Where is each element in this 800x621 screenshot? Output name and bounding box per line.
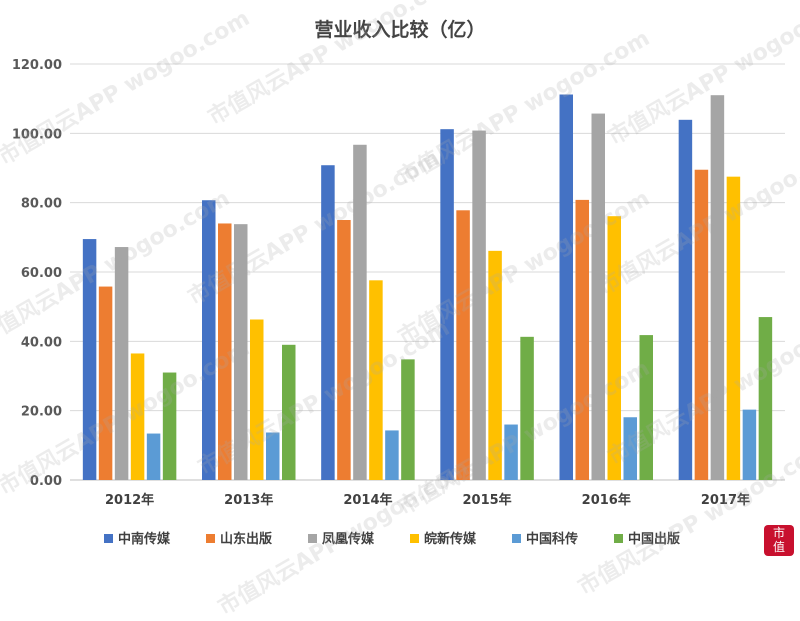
legend-swatch [614,534,623,543]
bar [639,335,653,480]
y-tick-label: 60.00 [21,266,62,281]
legend-swatch [512,534,521,543]
bar [575,199,589,481]
legend-label: 中国科传 [526,531,578,547]
bar [321,165,335,480]
y-tick-label: 0.00 [30,474,62,489]
bar [114,247,129,480]
x-tick-label: 2016年 [582,492,631,508]
bar [710,95,725,480]
bar [218,223,232,480]
bar [130,353,145,480]
y-axis-ticks: 0.00 20.00 40.00 60.00 80.00 100.00 120.00 [12,58,62,489]
bar [678,119,693,481]
x-tick-label: 2012年 [105,492,154,508]
bar [250,319,264,480]
bar [385,430,399,480]
legend-label: 山东出版 [220,531,272,547]
bar [520,336,534,480]
legend: 中南传媒 山东出版 凤凰传媒 皖新传媒 中国科传 中国出版 [104,531,680,547]
bar [266,432,280,480]
gridlines [70,63,785,481]
bars [82,94,773,481]
bar [591,113,605,480]
chart-svg: 营业收入比较（亿） 0.00 20.00 40.00 60.00 80.00 100.00… [12,18,785,547]
x-tick-label: 2013年 [224,492,273,508]
x-tick-label: 2017年 [701,492,750,508]
y-tick-label: 20.00 [21,405,62,420]
brand-seal-icon: 市值 [764,525,794,556]
y-tick-label: 40.00 [21,335,62,350]
bar [401,359,415,480]
y-tick-label: 80.00 [21,197,62,212]
chart-title: 营业收入比较（亿） [314,18,485,41]
y-tick-label: 120.00 [12,58,62,73]
bar [726,176,741,480]
bar [369,280,383,480]
y-tick-label: 100.00 [12,127,62,142]
bar [607,216,621,481]
bar [623,417,637,480]
bar [146,433,161,480]
bar [504,424,518,480]
bar [202,200,216,481]
bar [472,130,486,480]
bar [337,220,351,480]
legend-swatch [206,534,215,543]
bar [742,409,757,480]
x-axis-labels: 2012年 2013年 2014年 2015年 2016年 2017年 [105,492,750,508]
legend-swatch [104,534,113,543]
bar [694,169,709,480]
bar [456,210,470,480]
bar [559,94,573,481]
bar [98,286,113,480]
bar [440,129,454,480]
bar [758,317,773,480]
x-tick-label: 2015年 [462,492,511,508]
bar [353,144,367,481]
bar [162,372,177,480]
bar [488,250,502,480]
bar [282,344,296,480]
bar [82,239,97,480]
legend-label: 皖新传媒 [424,531,477,547]
legend-label: 中国出版 [628,531,680,547]
legend-swatch [410,534,419,543]
legend-swatch [308,534,317,543]
x-tick-label: 2014年 [343,492,392,508]
legend-label: 凤凰传媒 [322,531,375,547]
bar [234,224,248,480]
legend-label: 中南传媒 [118,531,171,547]
chart: 营业收入比较（亿） 0.00 20.00 40.00 60.00 80.00 100.00… [12,18,785,547]
